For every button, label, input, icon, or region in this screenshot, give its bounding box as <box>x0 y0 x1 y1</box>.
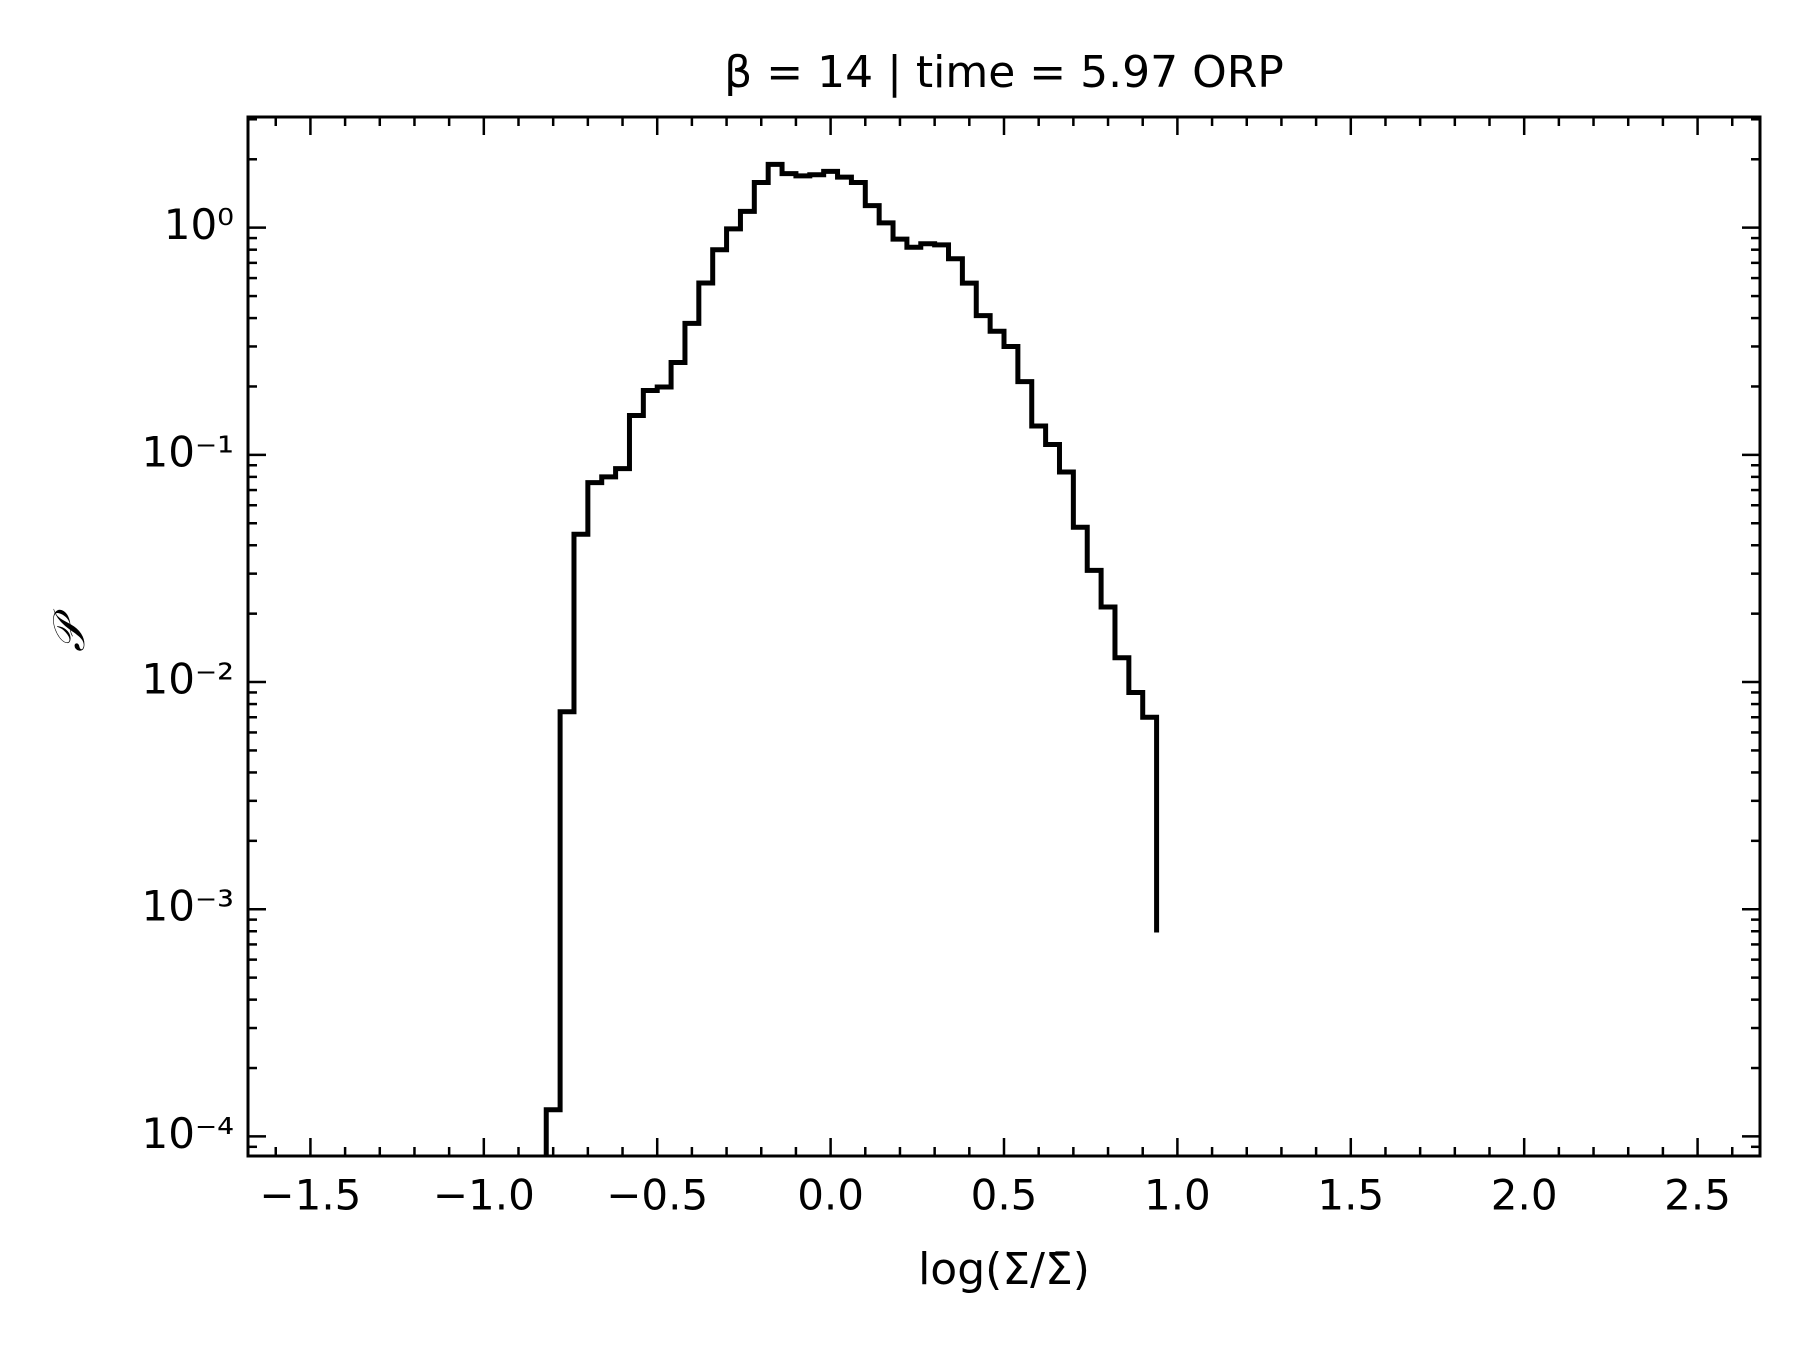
y-tick-label: 10⁰ <box>164 200 234 249</box>
bar <box>616 469 630 1156</box>
bar <box>588 483 602 1156</box>
x-tick-label: 1.0 <box>1144 1171 1211 1220</box>
bar <box>1087 570 1101 1156</box>
x-tick-label: 2.5 <box>1664 1171 1731 1220</box>
x-tick-label: 0.0 <box>797 1171 864 1220</box>
bar <box>1073 527 1087 1156</box>
bar <box>713 250 727 1156</box>
bar <box>865 206 879 1156</box>
x-tick-label: 2.0 <box>1491 1171 1558 1220</box>
bar <box>1115 658 1129 1156</box>
bar <box>935 245 949 1156</box>
bar <box>768 164 782 1156</box>
y-axis-label: 𝒫 <box>44 609 95 652</box>
bar <box>685 323 699 1156</box>
bar <box>643 390 657 1156</box>
bar <box>796 176 810 1156</box>
x-tick-label: −1.5 <box>259 1171 361 1220</box>
x-axis-label: log(Σ/Σ̄) <box>918 1244 1090 1295</box>
y-tick-label: 10⁻³ <box>142 882 234 931</box>
plot-frame <box>246 115 1762 1158</box>
bar <box>921 244 935 1156</box>
y-tick-label: 10⁻² <box>142 655 234 704</box>
bar <box>629 416 643 1156</box>
bar <box>699 283 713 1156</box>
bar <box>657 387 671 1156</box>
chart-title: β = 14 | time = 5.97 ORP <box>724 47 1284 98</box>
x-tick-label: −1.0 <box>433 1171 535 1220</box>
bar <box>990 331 1004 1156</box>
y-tick-label: 10⁻⁴ <box>142 1109 234 1158</box>
bar <box>754 183 768 1156</box>
bar <box>810 175 824 1156</box>
bar <box>949 259 963 1156</box>
x-tick-label: 1.5 <box>1317 1171 1384 1220</box>
bar <box>851 183 865 1156</box>
bar <box>602 477 616 1156</box>
bar <box>1046 445 1060 1156</box>
bar <box>1101 607 1115 1156</box>
bar <box>1004 346 1018 1156</box>
histogram-outline <box>543 161 1160 1156</box>
bar <box>782 174 796 1156</box>
bar <box>879 223 893 1156</box>
bar <box>671 362 685 1156</box>
bar <box>962 283 976 1156</box>
bar <box>824 171 838 1156</box>
bar <box>740 211 754 1156</box>
bar <box>1032 426 1046 1156</box>
x-tick-label: −0.5 <box>606 1171 708 1220</box>
x-tick-label: 0.5 <box>971 1171 1038 1220</box>
bar <box>907 247 921 1156</box>
bar <box>1018 382 1032 1156</box>
y-tick-label: 10⁻¹ <box>142 427 234 476</box>
bar <box>893 239 907 1156</box>
bar <box>1059 472 1073 1156</box>
bar <box>727 229 741 1156</box>
bar <box>1129 692 1143 1156</box>
bar <box>976 316 990 1156</box>
bar <box>838 177 852 1156</box>
